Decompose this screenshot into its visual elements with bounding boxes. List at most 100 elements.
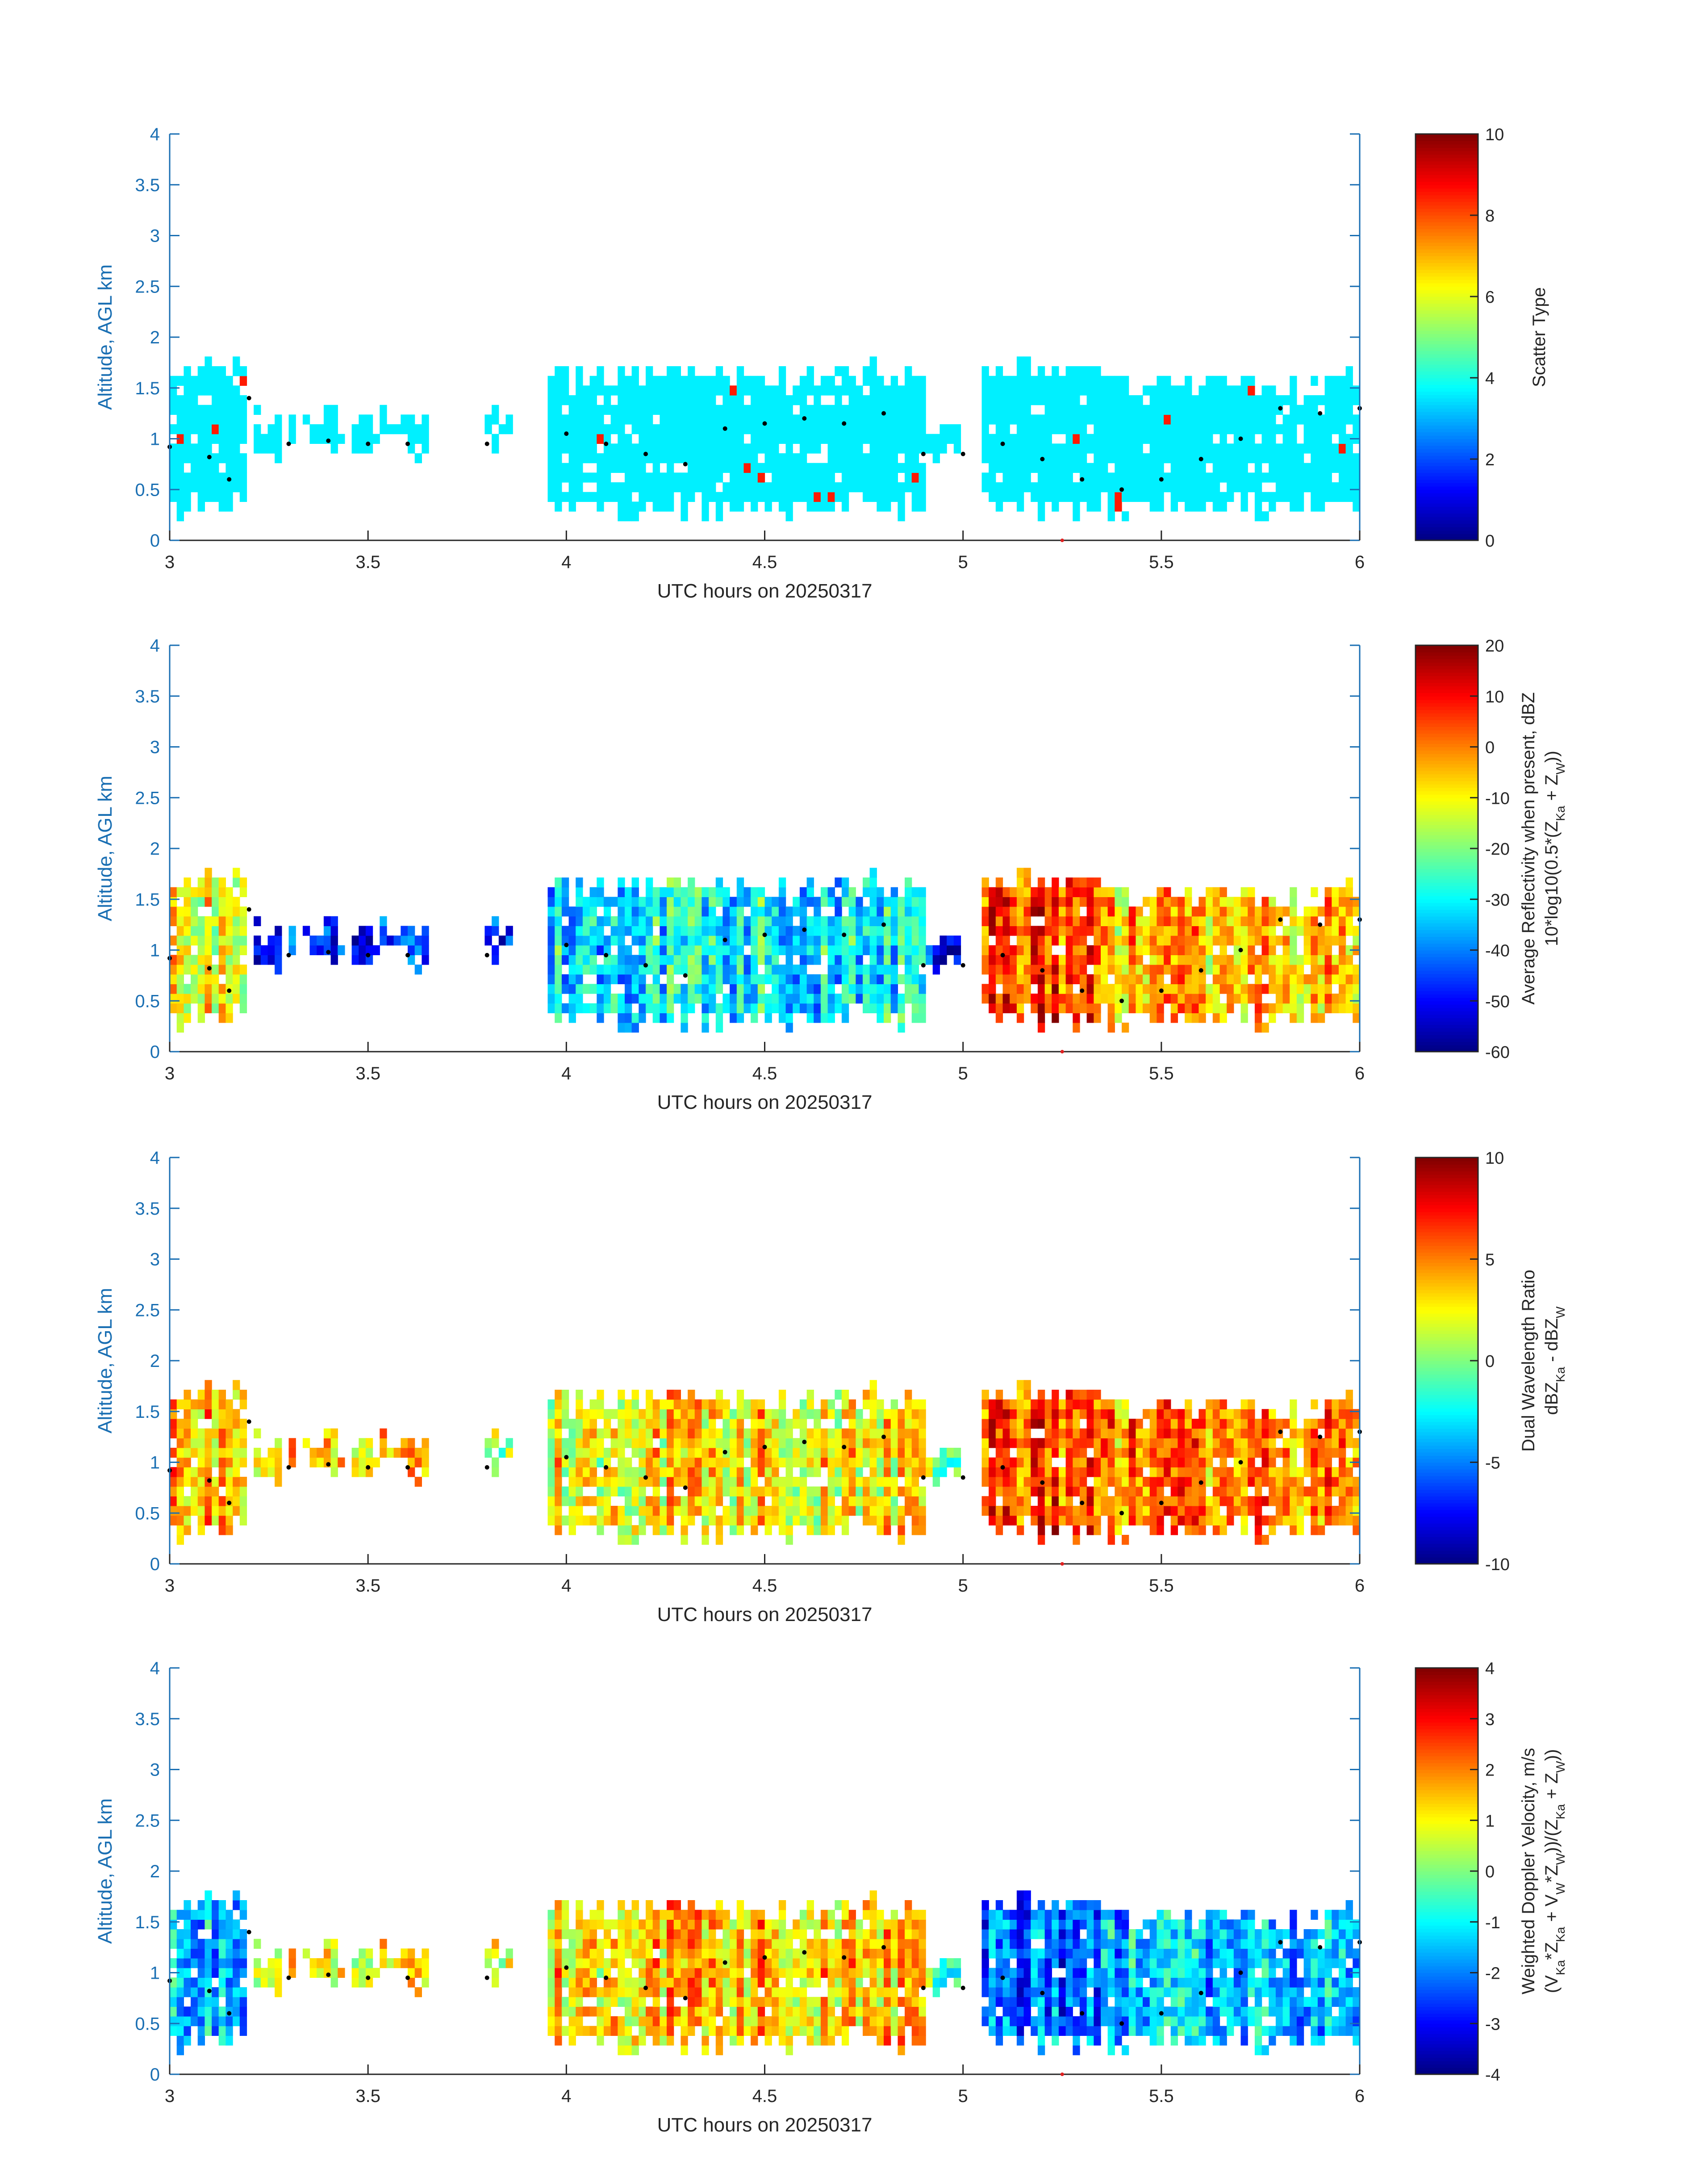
- heatmap-cell: [639, 1467, 646, 1477]
- heatmap-cell: [715, 887, 723, 897]
- heatmap-cell: [233, 936, 240, 946]
- heatmap-cell: [709, 916, 716, 926]
- heatmap-cell: [191, 965, 198, 975]
- heatmap-cell: [576, 907, 583, 917]
- heatmap-cell: [856, 965, 863, 975]
- heatmap-cell: [1185, 1515, 1192, 1525]
- heatmap-cell: [555, 916, 562, 926]
- heatmap-cell: [1016, 1506, 1024, 1516]
- heatmap-cell: [1058, 1477, 1066, 1487]
- heatmap-cell: [1317, 443, 1325, 454]
- heatmap-cell: [1219, 1419, 1227, 1429]
- heatmap-cell: [856, 414, 863, 425]
- heatmap-cell: [1115, 984, 1122, 994]
- heatmap-cell: [205, 887, 212, 897]
- heatmap-cell: [576, 1486, 583, 1496]
- heatmap-cell: [730, 994, 737, 1004]
- heatmap-cell: [380, 1448, 387, 1458]
- heatmap-cell: [688, 482, 695, 493]
- heatmap-cell: [625, 974, 632, 984]
- heatmap-cell: [1094, 907, 1101, 917]
- heatmap-cell: [1206, 405, 1213, 415]
- heatmap-cell: [618, 1506, 625, 1516]
- heatmap-cell: [547, 965, 555, 975]
- heatmap-cell: [176, 916, 184, 926]
- heatmap-cell: [793, 414, 800, 425]
- heatmap-cell: [1094, 1457, 1101, 1467]
- heatmap-cell: [877, 955, 884, 965]
- heatmap-cell: [646, 1477, 653, 1487]
- heatmap-cell: [610, 1467, 618, 1477]
- heatmap-cell: [926, 1457, 933, 1467]
- heatmap-cell: [205, 955, 212, 965]
- heatmap-cell: [1212, 897, 1220, 907]
- heatmap-cell: [799, 385, 807, 396]
- heatmap-cell: [561, 385, 569, 396]
- heatmap-cell: [625, 492, 632, 502]
- heatmap-cell: [806, 463, 814, 473]
- heatmap-cell: [1170, 1477, 1178, 1487]
- heatmap-cell: [919, 1438, 926, 1448]
- heatmap-cell: [1199, 1525, 1206, 1535]
- heatmap-cell: [380, 1428, 387, 1438]
- x-tick-label: 6: [1355, 1064, 1365, 1083]
- heatmap-cell: [1002, 1003, 1010, 1013]
- heatmap-cell: [911, 501, 919, 512]
- heatmap-cell: [561, 945, 569, 955]
- heatmap-cell: [1086, 1486, 1094, 1496]
- heatmap-cell: [323, 424, 331, 435]
- heatmap-cell: [785, 974, 793, 984]
- heatmap-cell: [757, 472, 765, 483]
- heatmap-cell: [841, 877, 849, 888]
- heatmap-cell: [1185, 376, 1192, 386]
- heatmap-cell: [1143, 1409, 1150, 1419]
- heatmap-cell: [603, 405, 611, 415]
- heatmap-cell: [757, 492, 765, 502]
- heatmap-cell: [1094, 1390, 1101, 1400]
- colorbar-segment: [1416, 719, 1478, 724]
- heatmap-cell: [212, 1409, 219, 1419]
- heatmap-cell: [926, 434, 933, 444]
- heatmap-cell: [905, 936, 912, 946]
- heatmap-cell: [625, 1506, 632, 1516]
- heatmap-cell: [1170, 1486, 1178, 1496]
- heatmap-cell: [848, 945, 856, 955]
- heatmap-cell: [702, 984, 709, 994]
- colorbar-segment: [1416, 899, 1478, 903]
- heatmap-cell: [1058, 897, 1066, 907]
- heatmap-cell: [1115, 376, 1122, 386]
- heatmap-cell: [1044, 472, 1052, 483]
- heatmap-cell: [176, 1003, 184, 1013]
- heatmap-cell: [205, 1467, 212, 1477]
- heatmap-cell: [1128, 984, 1136, 994]
- heatmap-cell: [1311, 994, 1318, 1004]
- heatmap-cell: [555, 887, 562, 897]
- heatmap-cell: [820, 376, 828, 386]
- heatmap-cell: [869, 1467, 877, 1477]
- heatmap-cell: [1199, 501, 1206, 512]
- heatmap-cell: [1122, 1535, 1129, 1545]
- x-tick-label: 4: [561, 1064, 571, 1083]
- heatmap-cell: [330, 1467, 338, 1477]
- heatmap-cell: [715, 1023, 723, 1033]
- colorbar-segment: [1416, 655, 1478, 660]
- heatmap-cell: [1296, 916, 1304, 926]
- heatmap-cell: [218, 945, 226, 955]
- heatmap-cell: [1115, 974, 1122, 984]
- heatmap-cell: [772, 907, 779, 917]
- heatmap-cell: [681, 1003, 688, 1013]
- heatmap-cell: [1023, 443, 1031, 454]
- heatmap-cell: [1058, 395, 1066, 405]
- heatmap-cell: [603, 1428, 611, 1438]
- heatmap-cell: [1170, 1457, 1178, 1467]
- heatmap-cell: [1101, 482, 1108, 493]
- heatmap-cell: [841, 434, 849, 444]
- heatmap-cell: [1101, 385, 1108, 396]
- heatmap-cell: [702, 1506, 709, 1516]
- heatmap-cell: [597, 1003, 604, 1013]
- heatmap-cell: [1178, 1448, 1185, 1458]
- heatmap-cell: [911, 1419, 919, 1429]
- heatmap-cell: [1199, 1428, 1206, 1438]
- heatmap-cell: [1122, 955, 1129, 965]
- heatmap-cell: [330, 1457, 338, 1467]
